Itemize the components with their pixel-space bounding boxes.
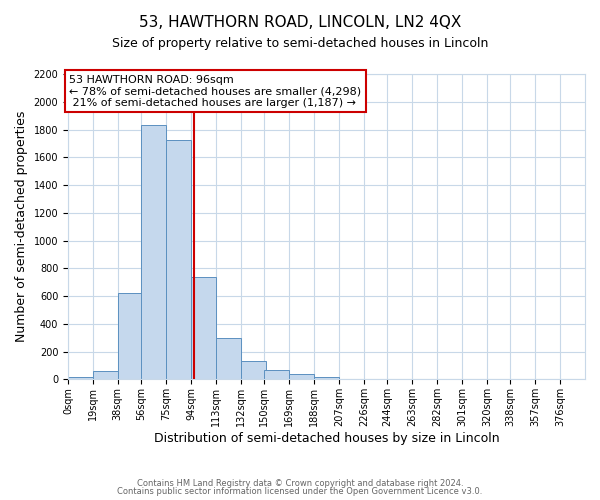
Bar <box>289 374 314 380</box>
Bar <box>118 292 143 380</box>
Bar <box>191 276 216 380</box>
Text: 53, HAWTHORN ROAD, LINCOLN, LN2 4QX: 53, HAWTHORN ROAD, LINCOLN, LN2 4QX <box>139 15 461 30</box>
Bar <box>68 376 93 380</box>
Text: Contains HM Land Registry data © Crown copyright and database right 2024.: Contains HM Land Registry data © Crown c… <box>137 478 463 488</box>
Bar <box>142 126 166 380</box>
Bar <box>216 338 241 380</box>
Bar <box>339 378 364 380</box>
Y-axis label: Number of semi-detached properties: Number of semi-detached properties <box>15 111 28 342</box>
X-axis label: Distribution of semi-detached houses by size in Lincoln: Distribution of semi-detached houses by … <box>154 432 499 445</box>
Bar <box>241 362 266 380</box>
Text: Contains public sector information licensed under the Open Government Licence v3: Contains public sector information licen… <box>118 487 482 496</box>
Text: 53 HAWTHORN ROAD: 96sqm
← 78% of semi-detached houses are smaller (4,298)
 21% o: 53 HAWTHORN ROAD: 96sqm ← 78% of semi-de… <box>70 74 361 108</box>
Bar <box>265 370 289 380</box>
Bar <box>166 140 191 380</box>
Text: Size of property relative to semi-detached houses in Lincoln: Size of property relative to semi-detach… <box>112 38 488 51</box>
Bar <box>93 371 118 380</box>
Bar <box>314 378 339 380</box>
